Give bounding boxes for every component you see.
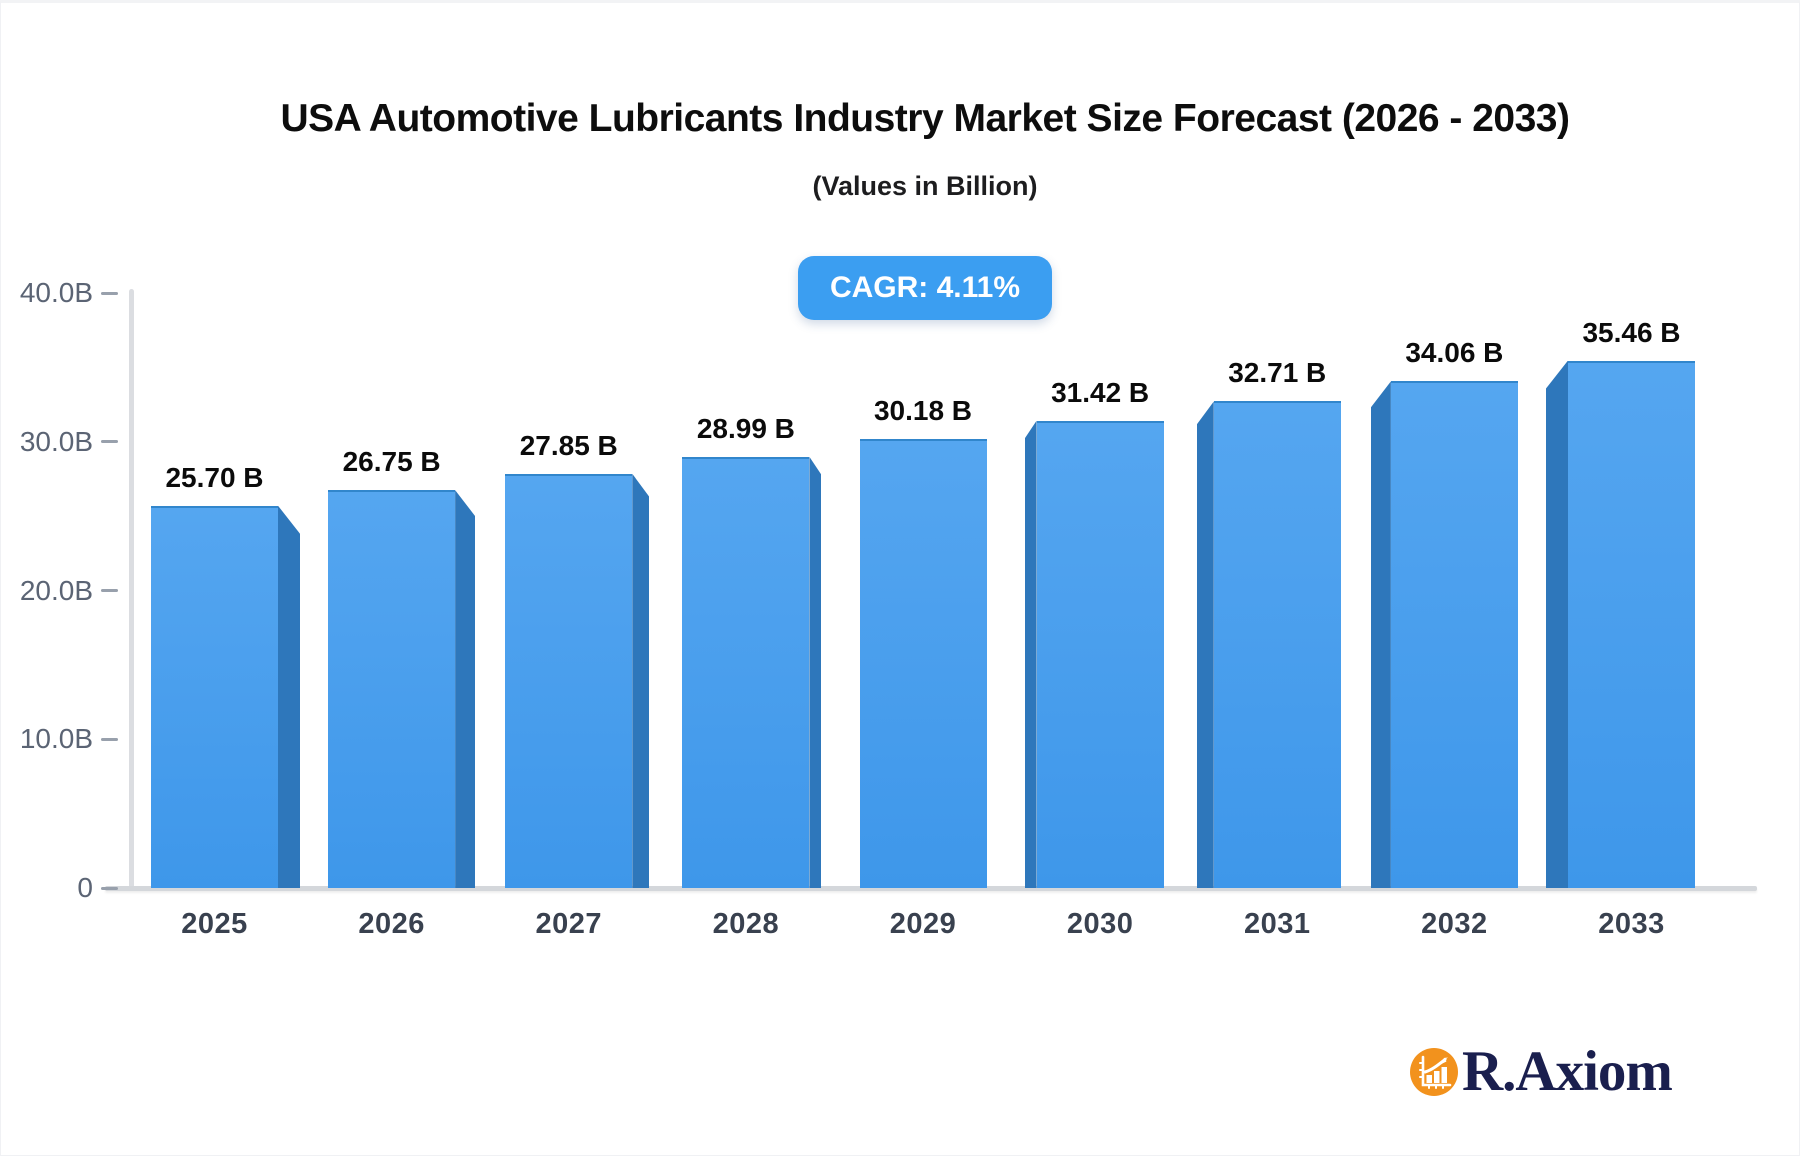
bar-side-face — [455, 490, 476, 888]
bar-2026 — [328, 490, 456, 888]
chart-title: USA Automotive Lubricants Industry Marke… — [280, 97, 1571, 140]
bar-side-face — [278, 505, 300, 888]
x-tick-label: 2030 — [1066, 908, 1134, 940]
y-tick-label: 10.0B — [19, 723, 93, 755]
x-tick-label: 2028 — [712, 908, 780, 940]
bar-value-label: 32.71 B — [1228, 357, 1327, 389]
x-axis-baseline — [105, 886, 1757, 891]
y-tick-mark — [101, 589, 118, 592]
bar-2033 — [1568, 360, 1695, 888]
bar-side-face — [809, 456, 822, 888]
y-tick-label: 0 — [77, 872, 93, 903]
x-tick-label: 2025 — [181, 908, 248, 940]
y-tick-mark — [101, 886, 118, 890]
y-tick-label: 20.0B — [19, 574, 93, 606]
y-tick-mark — [101, 737, 118, 741]
bar-value-label: 27.85 B — [519, 429, 618, 461]
x-tick-label: 2031 — [1243, 908, 1311, 940]
bar-side-face — [1196, 401, 1214, 888]
bar-side-face — [1024, 420, 1037, 888]
bar-2032 — [1390, 381, 1518, 888]
bar-value-label: 30.18 B — [873, 395, 973, 427]
bar-side-face — [1546, 360, 1568, 888]
bar-2030 — [1036, 420, 1164, 888]
bar-2025 — [151, 505, 278, 888]
bar-2031 — [1213, 401, 1341, 888]
y-tick-mark — [101, 440, 118, 444]
bar-value-label: 28.99 B — [696, 412, 795, 444]
cagr-badge: CAGR: 4.11% — [797, 256, 1053, 320]
x-tick-label: 2026 — [358, 908, 425, 940]
y-tick-label: 30.0B — [19, 425, 93, 457]
brand-name: R.Axiom — [1462, 1040, 1673, 1103]
x-tick-label: 2033 — [1598, 908, 1665, 940]
bar-chart-plot: 40.0B 30.0B 20.0B 10.0B 0 25.70 B 2025 26.75 B 2… — [1, 3, 1799, 1155]
bar-value-label: 25.70 B — [165, 461, 264, 493]
y-axis-line — [129, 289, 134, 890]
bar-2028 — [682, 456, 810, 888]
bar-2027 — [505, 473, 633, 888]
cagr-badge-row: CAGR: 4.11% — [51, 256, 1799, 320]
brand-logo: R.Axiom — [1410, 1040, 1673, 1103]
x-tick-label: 2029 — [889, 908, 957, 940]
bar-side-face — [632, 473, 650, 888]
x-tick-label: 2032 — [1421, 908, 1488, 940]
bar-value-label: 35.46 B — [1582, 316, 1681, 348]
bar-value-label: 31.42 B — [1051, 376, 1150, 408]
bar-chart-growth-icon — [1410, 1047, 1458, 1096]
bar-value-label: 34.06 B — [1405, 337, 1504, 369]
bar-value-label: 26.75 B — [342, 446, 441, 478]
y-tick-label: 40.0B — [19, 277, 93, 308]
y-tick-mark — [101, 291, 118, 295]
chart-subtitle: (Values in Billion) — [812, 171, 1038, 201]
x-tick-label: 2027 — [535, 908, 602, 940]
bar-2029 — [859, 439, 987, 888]
bar-side-face — [1370, 381, 1391, 888]
